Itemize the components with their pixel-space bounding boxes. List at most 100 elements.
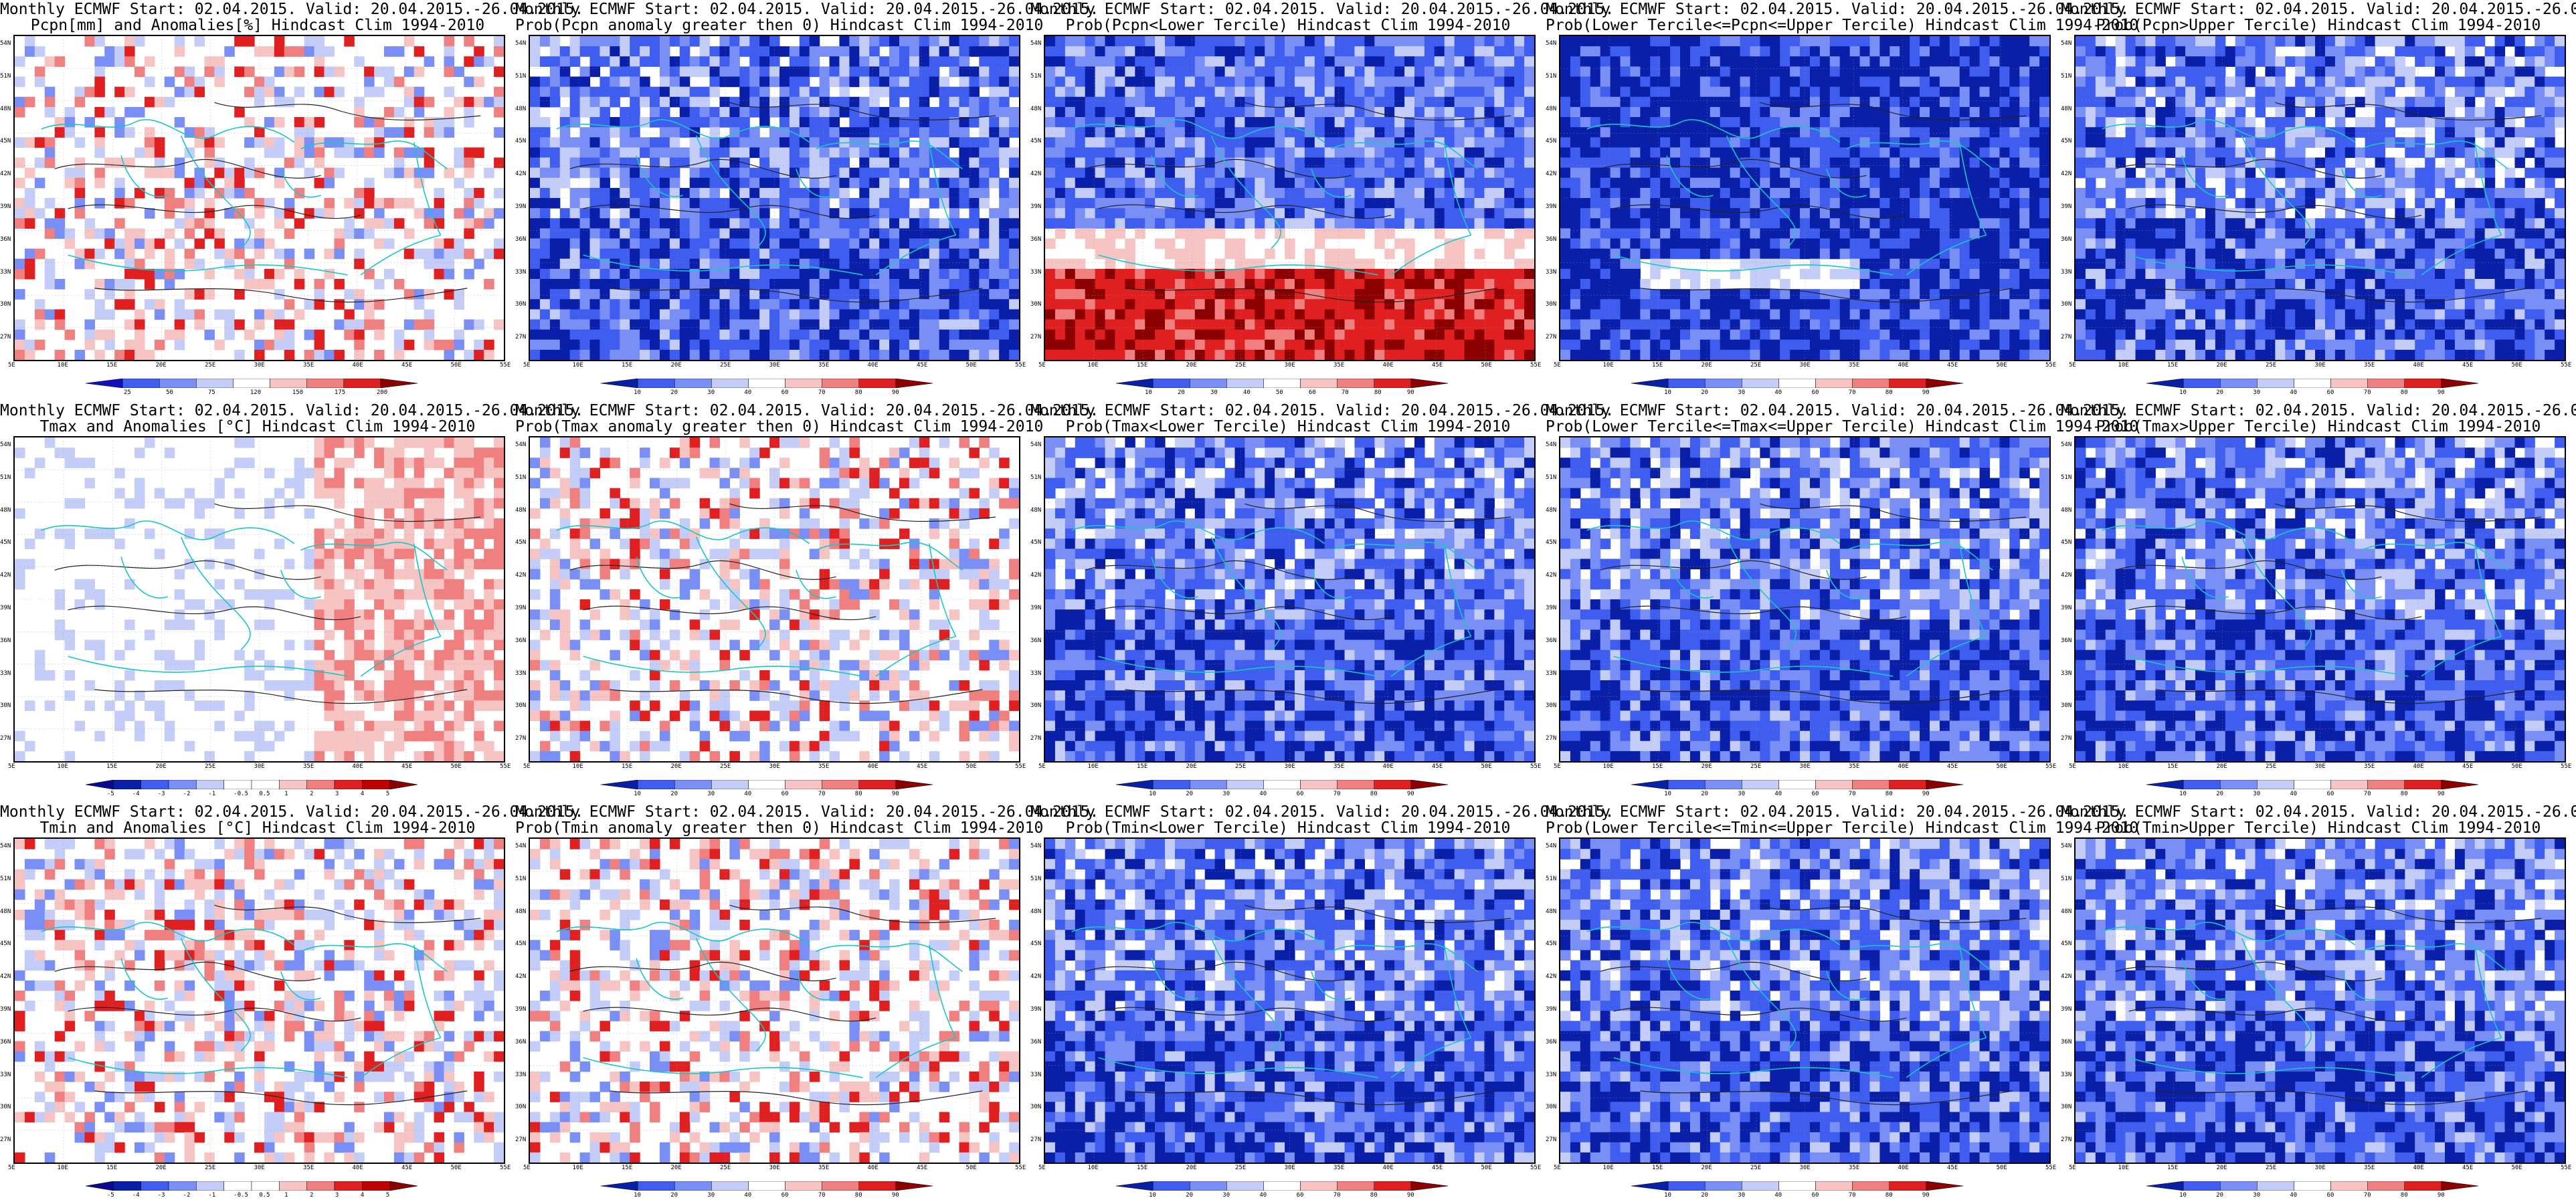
field-cell (1869, 167, 1880, 179)
field-cell (849, 309, 860, 320)
field-cell (244, 66, 255, 78)
field-cell (1294, 76, 1305, 88)
field-cell (1434, 258, 1445, 270)
field-cell (640, 218, 650, 229)
field-cell (640, 228, 650, 239)
field-cell (1009, 248, 1019, 260)
field-cell (1245, 127, 1255, 138)
field-cell (1155, 289, 1166, 300)
field-cell (1920, 147, 1930, 159)
field-cell (699, 289, 711, 300)
field-cell (1514, 106, 1525, 118)
field-cell (364, 198, 375, 209)
field-cell (779, 258, 790, 270)
field-cell (274, 46, 285, 57)
field-cell (1214, 299, 1226, 310)
field-cell (1255, 268, 1265, 280)
field-cell (1920, 56, 1930, 67)
field-cell (539, 218, 551, 229)
field-cell (1630, 177, 1641, 189)
field-cell (1145, 147, 1156, 159)
field-cell (1095, 66, 1106, 78)
field-cell (1009, 127, 1019, 138)
field-cell (1424, 329, 1435, 340)
field-cell (1344, 289, 1356, 300)
field-cell (659, 36, 670, 47)
colorbar-tick-label: 80 (1374, 389, 1382, 396)
field-cell (74, 137, 86, 148)
field-cell (579, 66, 591, 78)
field-cell (324, 198, 335, 209)
field-cell (1590, 56, 1601, 67)
field-cell (1600, 147, 1611, 159)
field-cell (1590, 46, 1601, 57)
field-cell (1054, 167, 1066, 179)
field-cell (274, 66, 285, 78)
field-cell (1394, 86, 1405, 98)
field-cell (2019, 238, 2030, 249)
field-cell (1194, 329, 1206, 340)
field-cell (1115, 208, 1125, 219)
field-cell (1155, 319, 1166, 330)
field-cell (630, 289, 640, 300)
field-cell (1464, 147, 1475, 159)
field-cell (134, 268, 145, 280)
isoline (569, 159, 836, 179)
field-cell (1075, 289, 1086, 300)
field-cell (1929, 137, 1940, 148)
field-cell (1314, 157, 1325, 169)
field-cell (494, 106, 504, 118)
field-cell (799, 147, 810, 159)
field-cell (919, 208, 930, 219)
field-cell (24, 339, 35, 350)
field-cell (1750, 117, 1760, 128)
field-cell (889, 56, 900, 67)
field-cell (1590, 36, 1601, 47)
field-cell (1054, 117, 1066, 128)
field-cell (204, 218, 215, 229)
field-cell (1265, 279, 1275, 290)
field-cell (769, 268, 780, 280)
field-cell (640, 329, 650, 340)
field-cell (1680, 56, 1691, 67)
field-cell (979, 228, 990, 239)
field-cell (839, 46, 850, 57)
field-cell (1689, 46, 1701, 57)
field-cell (393, 349, 405, 360)
field-cell (1600, 66, 1611, 78)
field-cell (444, 268, 455, 280)
field-cell (569, 36, 581, 47)
field-cell (1790, 137, 1801, 148)
field-cell (719, 167, 730, 179)
field-cell (989, 76, 1000, 88)
field-cell (1750, 258, 1760, 270)
field-cell (1125, 157, 1135, 169)
field-cell (739, 187, 750, 199)
field-cell (2019, 106, 2030, 118)
field-cell (1979, 106, 1991, 118)
field-cell (1989, 66, 2001, 78)
field-cell (1145, 106, 1156, 118)
field-cell (699, 238, 711, 249)
field-cell (1334, 106, 1346, 118)
field-cell (669, 329, 680, 340)
field-cell (1354, 96, 1365, 108)
field-cell (640, 238, 650, 249)
field-cell (1414, 198, 1425, 209)
field-cell (1720, 56, 1731, 67)
field-cell (749, 76, 760, 88)
field-cell (1404, 349, 1415, 360)
field-cell (869, 248, 880, 260)
field-cell (1314, 339, 1325, 350)
field-cell (1115, 147, 1125, 159)
field-cell (1065, 218, 1076, 229)
field-cell (1224, 117, 1236, 128)
field-cell (2039, 238, 2049, 249)
field-cell (659, 167, 670, 179)
field-cell (1699, 208, 1711, 219)
field-cell (530, 36, 541, 47)
field-cell (789, 349, 800, 360)
field-cell (1474, 167, 1485, 179)
field-cell (1849, 258, 1861, 270)
field-cell (1580, 117, 1591, 128)
